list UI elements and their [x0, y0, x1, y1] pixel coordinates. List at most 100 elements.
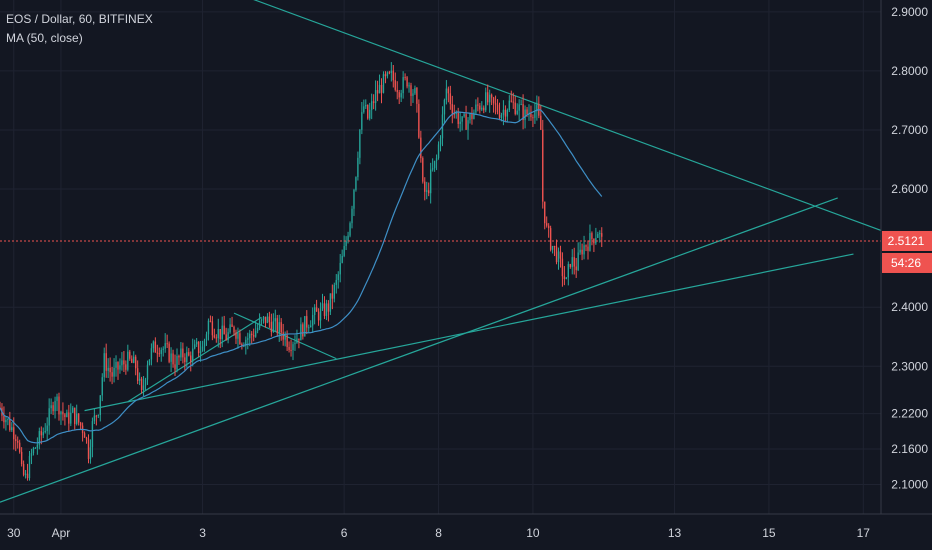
time-tick-label: 17: [857, 526, 871, 540]
candle-body: [367, 104, 369, 119]
trendline[interactable]: [84, 253, 854, 412]
candle-body: [174, 364, 176, 370]
candle-body: [46, 425, 48, 432]
candle-body: [266, 316, 269, 323]
trendline[interactable]: [127, 316, 262, 403]
candle-body: [335, 279, 337, 285]
candle-body: [465, 114, 467, 130]
candle-body: [569, 264, 571, 267]
candle-body: [490, 94, 493, 98]
candle-body: [66, 412, 68, 418]
candle-body: [518, 104, 520, 111]
price-tick-label: 2.9000: [891, 5, 928, 19]
candle-body: [508, 100, 511, 111]
candle-body: [148, 359, 151, 365]
trendline[interactable]: [0, 0, 882, 231]
candle-body: [7, 419, 9, 421]
candle-body: [264, 316, 267, 323]
candle-body: [156, 352, 159, 354]
candle-body: [131, 358, 133, 363]
candle-body: [129, 351, 131, 359]
candle-body: [597, 234, 599, 238]
candle-body: [333, 284, 335, 299]
candle-body: [125, 364, 127, 370]
candle-body: [60, 411, 62, 415]
candle-body: [459, 121, 461, 124]
candle-body: [329, 293, 332, 312]
candle-body: [3, 415, 5, 423]
price-axis[interactable]: 2.9000 2.8000 2.7000 2.6000 2.4000 2.3000 2.22…: [891, 5, 928, 492]
candle-body: [394, 80, 396, 90]
time-tick-label: 30: [7, 526, 21, 540]
time-tick-label: 10: [526, 526, 540, 540]
candle-body: [530, 113, 532, 118]
price-tick-label: 2.2200: [891, 407, 928, 421]
candle-body: [396, 89, 398, 93]
candle-body: [162, 348, 164, 350]
candle-body: [433, 160, 436, 169]
candle-body: [317, 311, 320, 321]
candle-body: [382, 74, 385, 93]
candle-body: [205, 334, 208, 341]
candle-body: [168, 343, 170, 362]
candle-body: [209, 320, 212, 322]
candle-body: [292, 344, 294, 350]
candle-body: [479, 105, 481, 110]
candle-body: [274, 318, 277, 322]
candle-body: [408, 85, 410, 87]
time-axis[interactable]: 30 Apr 3 6 8 10 13 15 17: [7, 526, 870, 540]
candle-body: [254, 330, 257, 337]
candle-body: [587, 246, 589, 251]
candle-body: [256, 327, 259, 331]
candle-body: [418, 103, 420, 138]
candle-body: [229, 324, 231, 333]
candle-body: [475, 104, 477, 113]
candle-body: [577, 252, 579, 271]
candle-body: [343, 245, 345, 256]
candle-body: [193, 344, 196, 349]
candle-body: [463, 114, 465, 117]
candle-body: [62, 411, 64, 415]
candle-body: [406, 77, 408, 87]
price-tick-label: 2.8000: [891, 64, 928, 78]
candle-body: [258, 320, 261, 328]
candle-body: [402, 77, 404, 94]
time-tick-label: 15: [762, 526, 776, 540]
candle-body: [164, 343, 166, 349]
candle-body: [30, 453, 33, 456]
candle-body: [599, 233, 601, 235]
candle-body: [235, 332, 237, 339]
candle-body: [42, 432, 44, 436]
candle-body: [581, 249, 583, 255]
candle-body: [524, 109, 526, 121]
candle-body: [351, 208, 353, 224]
candle-body: [315, 307, 318, 312]
candle-body: [15, 439, 17, 441]
last-price-badge-bg: [882, 230, 932, 251]
candle-body: [540, 115, 542, 130]
candle-body: [74, 407, 76, 424]
candle-body: [398, 92, 400, 98]
candle-body: [13, 427, 15, 440]
candle-body: [378, 84, 381, 94]
candle-body: [447, 88, 450, 94]
candle-body: [201, 346, 204, 352]
trendlines[interactable]: [0, 0, 882, 503]
candle-body: [561, 258, 564, 277]
candle-body: [469, 113, 471, 121]
trendline[interactable]: [0, 197, 838, 503]
candle-body: [288, 346, 290, 350]
candle-body: [559, 251, 562, 259]
price-tick-label: 2.1000: [891, 477, 928, 491]
candle-body: [435, 158, 438, 161]
candle-body: [26, 473, 29, 479]
candle-body: [252, 335, 255, 337]
candle-body: [516, 110, 518, 114]
candle-body: [428, 190, 430, 194]
candle-body: [282, 332, 284, 340]
candle-body: [526, 109, 528, 115]
price-tick-label: 2.3000: [891, 359, 928, 373]
candle-body: [140, 378, 143, 390]
candle-body: [34, 447, 37, 449]
